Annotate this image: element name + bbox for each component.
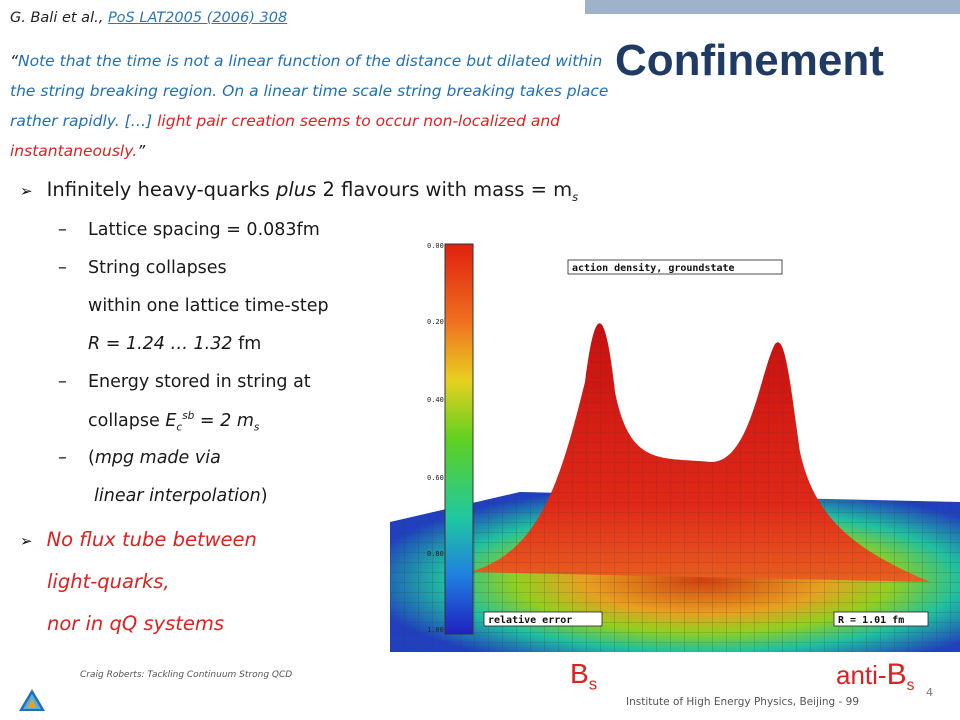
- no-flux-line1: No flux tube between: [46, 528, 257, 551]
- scale-tick-4: 0.80: [427, 550, 444, 558]
- sub-string-collapse-cont: within one lattice time-step: [88, 296, 329, 316]
- page-number: 4: [926, 686, 933, 699]
- energy-pre: collapse: [88, 410, 166, 431]
- slide-title: Confinement: [615, 36, 884, 85]
- quote-block: “Note that the time is not a linear func…: [10, 46, 610, 166]
- anti-prefix: anti-: [836, 660, 887, 690]
- top-accent-bar: [585, 0, 960, 14]
- energy-ms: s: [253, 421, 260, 434]
- bs-symbol: B: [570, 658, 589, 689]
- plot-label-bottom-right: R = 1.01 fm: [838, 615, 904, 626]
- quote-highlight: light pair creation seems to occur non-l…: [10, 112, 561, 160]
- scale-tick-1: 0.20: [427, 318, 444, 326]
- sub-energy-cont: collapse Ecsb = 2 ms: [88, 410, 259, 433]
- scale-tick-2: 0.40: [427, 396, 444, 404]
- citation-link[interactable]: PoS LAT2005 (2006) 308: [107, 10, 288, 26]
- footer-author: Craig Roberts: Tackling Continuum Strong…: [80, 670, 293, 680]
- sub-energy: – Energy stored in string at: [58, 372, 311, 392]
- arrow-bullet-icon: ➢: [20, 182, 33, 200]
- sub-string-collapse: – String collapses: [58, 258, 227, 278]
- action-density-plot: 0.00 0.20 0.40 0.60 0.80 1.00 action den…: [390, 222, 960, 652]
- mpg-close: ): [260, 486, 268, 506]
- arrow-bullet-icon: ➢: [20, 532, 33, 550]
- no-flux-line3: nor in qQ systems: [47, 612, 225, 635]
- scale-tick-0: 0.00: [427, 242, 444, 250]
- bs-sub: s: [588, 674, 598, 694]
- institution-logo-icon: [19, 689, 45, 711]
- color-scale-bar: [444, 243, 474, 635]
- sub-mpg-cont: linear interpolation): [94, 486, 268, 506]
- sub-lattice-spacing: – Lattice spacing = 0.083fm: [58, 220, 320, 240]
- bs-label: Bs: [570, 658, 597, 695]
- bullet1-sub: s: [572, 189, 579, 204]
- bullet-no-flux: ➢ No flux tube between: [20, 528, 257, 551]
- no-flux-line2: light-quarks,: [47, 570, 170, 593]
- lattice-spacing-text: Lattice spacing = 0.083fm: [88, 220, 320, 240]
- collapse-text: String collapses: [88, 258, 227, 278]
- footer-institute: Institute of High Energy Physics, Beijin…: [626, 696, 860, 708]
- energy-post: = 2 m: [194, 410, 254, 431]
- quote-close-mark: ”: [137, 142, 146, 160]
- energy-symbol: E: [165, 410, 177, 431]
- mpg-open: (: [88, 448, 95, 468]
- anti-bs-label: anti-Bs: [836, 658, 914, 695]
- anti-b-symbol: B: [886, 658, 907, 691]
- anti-sub: s: [906, 677, 915, 695]
- energy-sup: sb: [182, 410, 195, 422]
- mpg-text-cont: linear interpolation: [94, 486, 261, 506]
- energy-text: Energy stored in string at: [88, 372, 311, 392]
- range-value: R = 1.24 … 1.32: [88, 334, 233, 354]
- sub-range: R = 1.24 … 1.32 fm: [88, 334, 261, 354]
- peak-mesh: [470, 323, 930, 582]
- mpg-text: mpg made via: [94, 448, 221, 468]
- quote-open-mark: “: [10, 52, 19, 70]
- sub-mpg: – (mpg made via: [58, 448, 221, 468]
- citation: G. Bali et al., PoS LAT2005 (2006) 308: [10, 10, 287, 26]
- quote-text: Note that the time is not a linear funct…: [10, 52, 609, 130]
- scale-tick-5: 1.00: [427, 626, 444, 634]
- plot-label-top: action density, groundstate: [572, 262, 735, 274]
- bullet1-plus: plus: [275, 178, 317, 201]
- citation-authors: G. Bali: [10, 10, 58, 26]
- bullet1-text: Infinitely heavy-quarks: [46, 178, 276, 201]
- range-unit: fm: [232, 334, 262, 354]
- scale-tick-3: 0.60: [427, 474, 444, 482]
- bullet-heavy-quarks: ➢ Infinitely heavy-quarks plus 2 flavours…: [20, 178, 578, 204]
- plot-label-bottom-left: relative error: [488, 614, 572, 626]
- energy-sub: c: [176, 421, 183, 434]
- bullet1-text-post: 2 flavours with mass = m: [316, 178, 573, 201]
- citation-etal: et al.,: [57, 10, 108, 26]
